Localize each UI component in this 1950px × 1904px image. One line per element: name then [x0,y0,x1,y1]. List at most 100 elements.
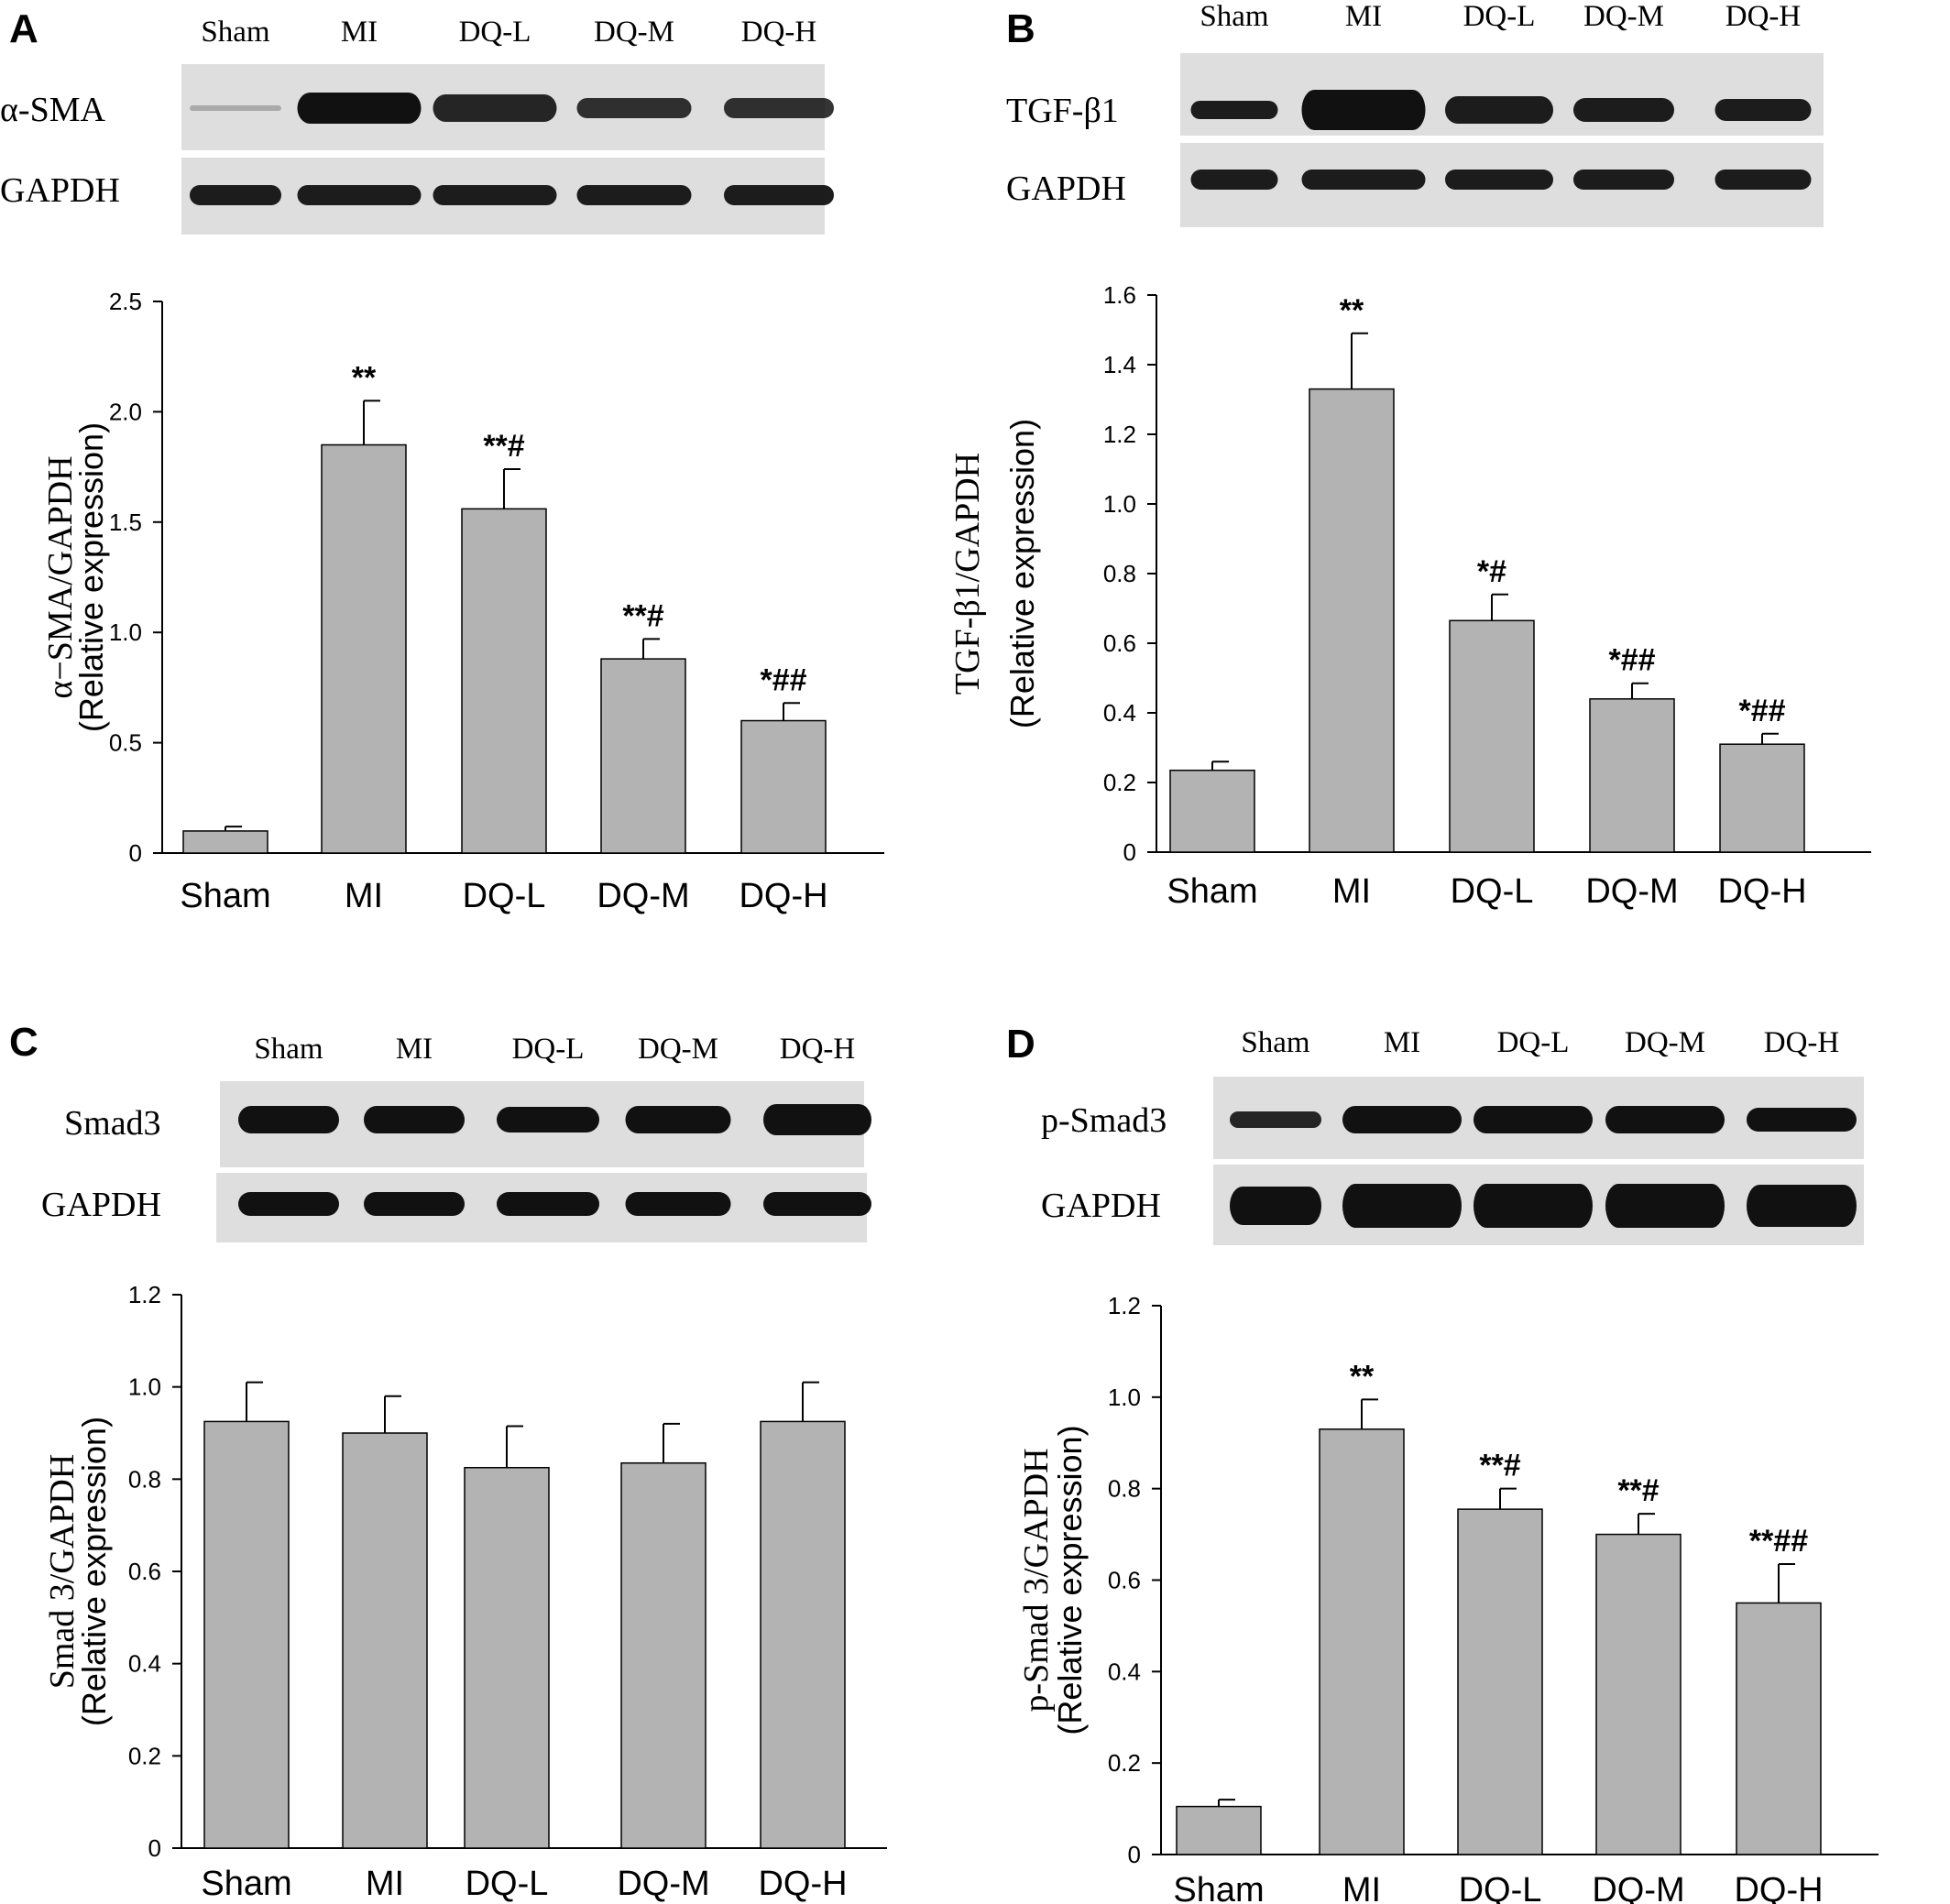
western-blot: Sham MI DQ-L DQ-M DQ-H Smad3 GAPDH [41,1033,871,1242]
blot-band [238,1192,339,1216]
blot-band [364,1192,465,1216]
blot-band [576,98,692,118]
x-tick-label: DQ-H [1717,872,1806,911]
blot-band [1473,1184,1593,1228]
bar [464,1467,550,1849]
bar-chart: 0 0.2 0.4 0.6 0.8 1.0 1.2 1.4 1.6 Sham ** MI *# DQ-L *… [948,281,1871,911]
blot-lane-label: DQ-M [1625,1026,1705,1059]
bar [600,658,686,854]
bar [1595,1533,1682,1855]
bar [760,1420,846,1849]
blot-band [1714,170,1812,190]
blot-lane-label: DQ-H [741,16,816,49]
x-tick-label: DQ-M [617,1865,709,1903]
y-tick-label: 0.8 [1108,1475,1141,1503]
blot-band [1473,1106,1593,1133]
y-tick-label: 1.4 [1103,351,1136,378]
blot-band [433,185,557,205]
blot-lane-label: DQ-M [1583,0,1664,33]
blot-row-label: GAPDH [1006,170,1126,208]
y-tick-label: 1.2 [1103,421,1136,448]
significance-label: *## [760,662,806,697]
blot-band [1230,1111,1321,1128]
y-axis-title: α−SMA/GAPDH [41,455,80,698]
y-tick-label: 1.0 [128,1373,161,1401]
blot-strip-target [220,1081,871,1167]
y-tick-label: 1.2 [1108,1292,1141,1319]
panel-letter: D [1006,1022,1035,1067]
x-tick-label: DQ-H [1734,1871,1823,1904]
blot-lane-label: DQ-L [512,1033,585,1066]
blot-band [724,98,834,118]
x-tick-label: DQ-H [739,877,827,915]
significance-label: **# [483,429,524,464]
panel-letter: C [9,1020,38,1065]
blot-lane-label: Sham [254,1033,323,1066]
significance-label: **## [1749,1524,1808,1559]
blot-lane-label: DQ-H [780,1033,855,1066]
y-tick-label: 0 [129,839,142,867]
x-tick-label: MI [1342,1871,1381,1904]
blot-band [297,93,422,124]
bar [740,719,827,854]
blot-lane-label: MI [341,16,378,49]
blot-lane-label: Sham [1241,1026,1310,1059]
blot-row-label: GAPDH [41,1186,161,1224]
blot-band [1301,170,1426,190]
y-tick-label: 0.8 [1103,560,1136,587]
bar [1176,1805,1262,1855]
blot-band [1573,98,1674,122]
blot-lane-label: Sham [1200,0,1269,33]
y-tick-label: 0.8 [128,1465,161,1493]
blot-band [1230,1187,1321,1225]
x-tick-label: DQ-L [466,1865,549,1903]
blot-row-label: TGF-β1 [1006,92,1119,130]
panel-letter: A [9,6,38,51]
bar [321,443,407,854]
bar-chart: 0 0.2 0.4 0.6 0.8 1.0 1.2 Sham MI DQ-L DQ-M DQ-H Sma… [43,1281,887,1903]
significance-label: **# [1479,1449,1520,1483]
bar [1309,388,1395,853]
bar [1169,769,1255,853]
bar [1449,619,1535,853]
blot-band [1190,101,1278,119]
x-tick-label: DQ-L [1459,1871,1542,1904]
blot-band [576,185,692,205]
y-tick-label: 0 [1123,838,1136,866]
y-tick-label: 0.4 [1103,699,1136,727]
y-tick-label: 1.0 [1103,490,1136,518]
panel-b: B Sham MI DQ-L DQ-M DQ-H TGF-β1 GAPDH 0 0.2 0.4 0.6… [948,0,1871,911]
blot-band [433,94,557,122]
x-tick-label: MI [345,877,383,915]
blot-band [625,1106,731,1133]
bar [461,508,547,854]
blot-band [625,1192,731,1216]
panel-letter: B [1006,6,1035,51]
bar [1719,743,1805,853]
blot-band [1301,90,1426,130]
significance-label: ** [1340,293,1364,328]
bar [342,1432,428,1849]
blot-band [1605,1184,1725,1228]
blot-lane-label: MI [1345,0,1382,33]
x-tick-label: Sham [201,1865,291,1903]
blot-lane-label: DQ-L [1463,0,1536,33]
blot-lane-label: MI [396,1033,433,1066]
blot-strip-gapdh [181,158,834,235]
y-axis-title: (Relative expression) [75,1417,113,1726]
bar-chart: 0 0.2 0.4 0.6 0.8 1.0 1.2 Sham ** MI **# DQ-L **# DQ-… [1017,1292,1879,1904]
x-tick-label: Sham [1167,872,1257,911]
significance-label: *# [1477,554,1506,589]
y-tick-label: 1.2 [128,1281,161,1308]
blot-strip-target [181,64,834,150]
blot-band [364,1106,465,1133]
blot-band [1714,99,1812,121]
y-tick-label: 0.2 [128,1742,161,1769]
blot-lane-label: MI [1384,1026,1420,1059]
x-tick-label: DQ-H [758,1865,847,1903]
western-blot: Sham MI DQ-L DQ-M DQ-H p-Smad3 GAPDH [1041,1026,1864,1245]
panel-a: A Sham MI DQ-L DQ-M DQ-H α-SMA GAPDH 0 0.5 1.0 1.5 2… [0,6,884,915]
significance-label: ** [352,360,377,395]
blot-strip-target [1213,1077,1864,1159]
